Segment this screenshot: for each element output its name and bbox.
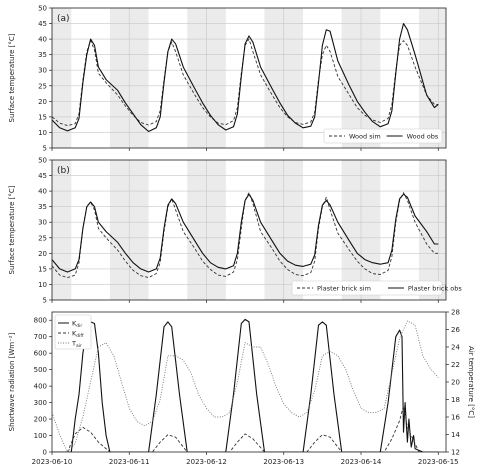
y2-tick-label: 28 [451,309,460,317]
y-axis-label: Shortwave radiation [Wm⁻²] [8,332,16,431]
panel-c: 0 100 200 300 400 500 600 700 800 12 14 16 18 20 22 24 2… [8,309,475,467]
shaded-band [52,160,72,300]
y-tick-label: 25 [38,82,47,90]
y-tick-label: 45 [38,172,47,180]
panel-label: (b) [57,166,70,176]
y-tick-label: 600 [34,350,47,358]
y2-tick-label: 14 [451,431,460,439]
shaded-band [418,8,446,148]
legend: Plaster brick sim Plaster brick obs [291,280,462,296]
panel-a: 5 10 15 20 25 30 35 40 45 50 Surface temperature [… [8,5,447,153]
y2-tick-label: 16 [451,414,460,422]
y-tick-label: 40 [38,188,47,196]
shaded-band [52,8,72,148]
y-tick-label: 300 [34,399,47,407]
legend-label: Wood sim [349,133,381,141]
series-group [52,23,439,133]
y-tick-label: 5 [43,297,47,305]
y2-tick-label: 24 [451,344,460,352]
y-axis-label: Surface temperature [°C] [8,185,16,274]
y-tick-label: 15 [38,265,47,273]
series-group [52,318,439,452]
legend: Wood sim Wood obs [323,128,443,144]
y-tick-label: 30 [38,219,47,227]
y-tick-label: 100 [34,432,47,440]
y2-tick-label: 22 [451,361,460,369]
legend-label: Plaster brick obs [408,285,462,293]
panel-label: (a) [57,14,70,24]
x-tick-label: 2023-06-15 [418,458,459,466]
series-line-t-air [52,320,439,452]
legend-box [291,280,443,296]
y2-tick-label: 20 [451,379,460,387]
legend-label: Kdir [72,320,82,330]
y-tick-label: 30 [38,67,47,75]
y-axis-label: Surface temperature [°C] [8,33,16,122]
y-tick-label: 400 [34,383,47,391]
shaded-band [418,160,446,300]
series-line-k-dir [52,318,439,452]
y2-tick-label: 12 [451,449,460,457]
y-tick-label: 25 [38,234,47,242]
y-tick-label: 50 [38,157,47,165]
legend-label: Kdiff [72,330,84,340]
y-tick-label: 5 [43,145,47,153]
legend-label: Wood obs [407,133,439,141]
y-tick-label: 800 [34,317,47,325]
legend-label: Plaster brick sim [317,285,371,293]
y2-axis-label: Air temperature [°C] [467,346,475,418]
x-tick-label: 2023-06-11 [109,458,150,466]
y-tick-label: 200 [34,416,47,424]
y-tick-label: 45 [38,20,47,28]
x-tick-label: 2023-06-14 [341,458,382,466]
y-tick-label: 20 [38,250,47,258]
y-tick-label: 10 [38,281,47,289]
y2-tick-label: 18 [451,396,460,404]
axes-frame [51,7,447,149]
y-tick-label: 40 [38,36,47,44]
y2-tick-label: 26 [451,326,460,334]
y-tick-label: 700 [34,333,47,341]
axes-frame [51,311,447,453]
legend-box [323,128,443,144]
legend-label: Tair [71,340,82,350]
y-tick-label: 20 [38,98,47,106]
series-group [52,192,439,279]
y-tick-label: 10 [38,129,47,137]
series-line-plaster-brick-obs [52,193,439,273]
night-bands [52,160,446,300]
axes-frame [51,159,447,301]
y-tick-label: 500 [34,366,47,374]
x-tick-label: 2023-06-13 [263,458,304,466]
y-tick-label: 0 [43,449,47,457]
y-tick-label: 35 [38,203,47,211]
x-tick-label: 2023-06-10 [32,458,73,466]
x-tick-label: 2023-06-12 [186,458,227,466]
series-line-wood-obs [52,23,439,133]
y-tick-label: 50 [38,5,47,13]
y-tick-label: 35 [38,51,47,59]
y-tick-label: 15 [38,113,47,121]
series-line-k-diff [52,405,439,452]
panel-b: 5 10 15 20 25 30 35 40 45 50 Surface temperature [… [8,157,462,305]
